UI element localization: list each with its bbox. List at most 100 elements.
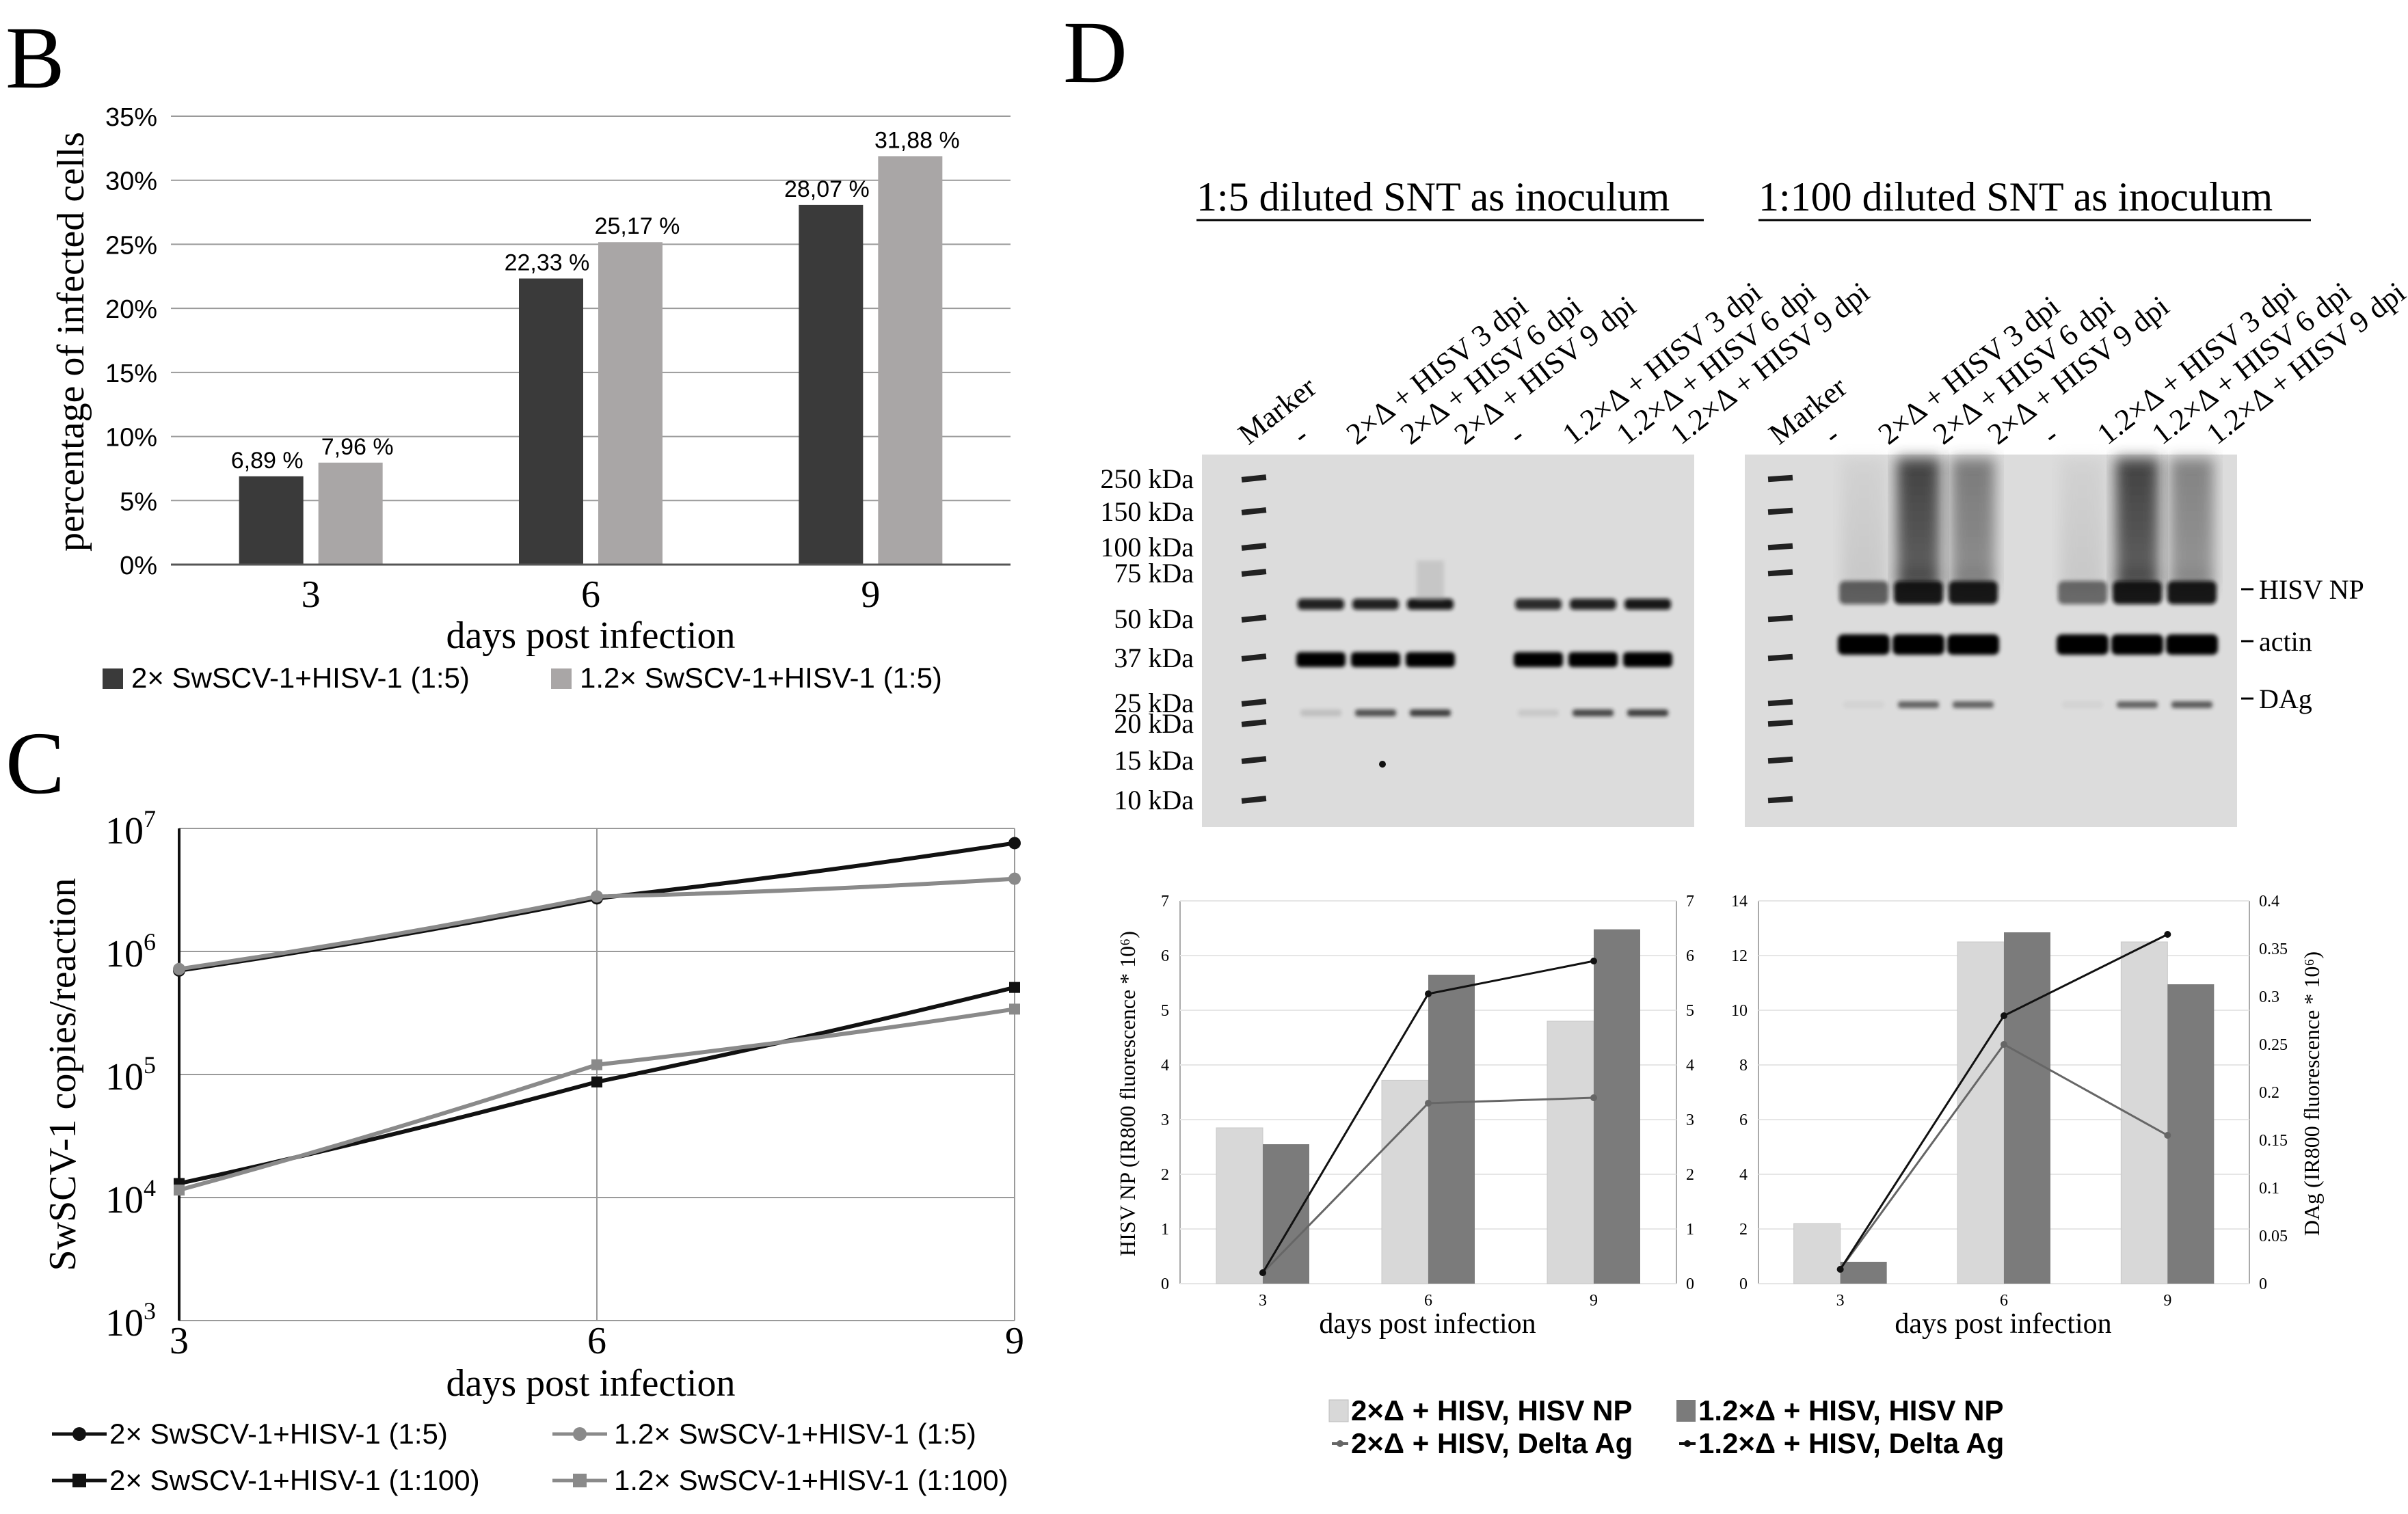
marker-label: 50 kDa <box>1114 604 1194 634</box>
c-legend: 2× SwSCV-1+HISV-1 (1:5) 1.2× SwSCV-1+HIS… <box>52 1418 1008 1496</box>
d-y-tick-label: 8 <box>1739 1057 1748 1074</box>
d-bar <box>1793 1223 1841 1284</box>
dag-band <box>1518 709 1559 716</box>
d-legend-swatch-1 <box>1328 1399 1349 1422</box>
c-x-tick-label: 6 <box>587 1320 606 1362</box>
marker-label: 15 kDa <box>1114 745 1194 776</box>
marker-band <box>1241 719 1267 727</box>
marker-band <box>1767 614 1793 623</box>
panel-letter-c: C <box>5 714 65 813</box>
lane-label: - <box>2036 418 2065 451</box>
b-x-tick-label: 3 <box>302 573 321 616</box>
marker-band <box>1241 543 1267 551</box>
blot-right-title: 1:100 diluted SNT as inoculum <box>1758 174 2273 219</box>
marker-band <box>1241 699 1267 707</box>
marker-band <box>1767 507 1793 515</box>
c-legend-label-3: 2× SwSCV-1+HISV-1 (1:100) <box>109 1464 480 1496</box>
d-legend-label-3: 2×Δ + HISV, Delta Ag <box>1351 1427 1633 1459</box>
c-legend-label-4: 1.2× SwSCV-1+HISV-1 (1:100) <box>614 1464 1008 1496</box>
d-legend-label-4: 1.2×Δ + HISV, Delta Ag <box>1698 1427 2004 1459</box>
d-y-tick-label: 7 <box>1161 893 1169 910</box>
b-data-label: 22,33 % <box>505 249 590 275</box>
d-y2-tick-label: 4 <box>1686 1057 1694 1074</box>
marker-band <box>1767 569 1793 577</box>
d-line-point <box>2164 1132 2171 1139</box>
panel-letter-d: D <box>1063 3 1127 102</box>
panel-c: C 103 104 105 106 107 3 6 9 days post infectio… <box>5 714 1024 1496</box>
d-y2-tick-label: 0.15 <box>2259 1132 2288 1150</box>
panel-d: D 1:5 diluted SNT as inoculum 1:100 dilu… <box>1063 3 2408 1459</box>
b-x-axis-label: days post infection <box>446 614 735 657</box>
d-y-tick-label: 5 <box>1161 1002 1169 1020</box>
marker-band <box>1241 474 1267 483</box>
dag-band <box>1410 709 1451 716</box>
band-label: HISV NP <box>2259 574 2364 605</box>
panel-b: B 0% 5% 10% 15% 20% 25% 30% 35% 6,89 % 7,96 % 22,… <box>5 9 1011 694</box>
b-data-label: 31,88 % <box>874 127 960 153</box>
dag-band <box>1300 709 1341 716</box>
c-point <box>1009 982 1020 993</box>
d-y2-tick-label: 0 <box>2259 1275 2267 1293</box>
np-band <box>1949 581 1998 604</box>
dag-band <box>2171 701 2212 708</box>
smear <box>2170 458 2214 588</box>
actin-band <box>1892 634 1944 655</box>
smear <box>2115 458 2159 588</box>
d-y-tick-label: 12 <box>1731 947 1748 965</box>
d-left-x-axis-label: days post infection <box>1319 1308 1536 1340</box>
c-y-tick-label: 106 <box>105 928 156 975</box>
b-bars <box>239 156 943 565</box>
actin-band <box>1514 652 1563 667</box>
marker-label: 10 kDa <box>1114 785 1194 815</box>
d-line-point <box>2001 1012 2007 1019</box>
marker-label: 37 kDa <box>1114 643 1194 673</box>
blot-left-membrane <box>1202 455 1694 827</box>
dag-band <box>1573 709 1614 716</box>
d-legend-swatch-2 <box>1676 1400 1696 1422</box>
d-y-tick-label: 6 <box>1739 1111 1748 1129</box>
d-x-tick-label: 6 <box>1424 1292 1432 1310</box>
smear <box>1417 560 1444 601</box>
b-x-tick-label: 6 <box>581 573 600 616</box>
actin-band <box>1406 652 1455 667</box>
d-y2-tick-label: 0.35 <box>2259 941 2288 958</box>
d-y-tick-label: 10 <box>1731 1002 1748 1020</box>
smear <box>1897 458 1940 588</box>
marker-band <box>1767 796 1793 804</box>
d-y2-tick-label: 7 <box>1686 893 1694 910</box>
d-line-point <box>1425 990 1432 997</box>
c-y-tick-label: 104 <box>105 1174 156 1221</box>
b-data-label: 28,07 % <box>784 176 870 202</box>
marker-band <box>1767 653 1793 662</box>
d-line-point <box>1590 958 1597 964</box>
c-point <box>1008 872 1021 885</box>
d-right-y2-axis-label: DAg (IR800 fluorescence * 10⁶) <box>2299 951 2324 1236</box>
band-label: actin <box>2259 626 2312 657</box>
marker-band <box>1767 699 1793 707</box>
d-left-y-axis-label: HISV NP (IR800 fluorescence * 10⁶) <box>1115 931 1140 1256</box>
d-y-tick-label: 0 <box>1739 1275 1748 1293</box>
d-y2-tick-label: 0.2 <box>2259 1084 2279 1102</box>
actin-band <box>1351 652 1400 667</box>
blot-left-title: 1:5 diluted SNT as inoculum <box>1196 174 1670 219</box>
np-band <box>1298 599 1344 610</box>
panel-letter-b: B <box>5 9 65 107</box>
d-bar <box>1381 1079 1429 1284</box>
c-y-tick-labels: 103 104 105 106 107 <box>105 805 156 1344</box>
d-right-x-axis-label: days post infection <box>1895 1308 2111 1340</box>
c-x-tick-label: 3 <box>170 1320 189 1362</box>
b-bar <box>239 476 304 565</box>
np-band <box>1352 599 1399 610</box>
d-x-tick-label: 3 <box>1836 1292 1845 1310</box>
marker-label: 250 kDa <box>1100 463 1194 494</box>
c-legend-label-2: 1.2× SwSCV-1+HISV-1 (1:5) <box>614 1418 976 1450</box>
d-y-tick-label: 2 <box>1739 1221 1748 1239</box>
d-y2-tick-label: 0.4 <box>2259 893 2279 910</box>
c-point <box>1009 1003 1020 1015</box>
b-y-tick-label: 35% <box>105 103 157 132</box>
b-y-tick-label: 5% <box>120 487 157 516</box>
d-line-point <box>2164 931 2171 938</box>
marker-band <box>1241 796 1267 804</box>
c-point <box>591 1059 602 1070</box>
